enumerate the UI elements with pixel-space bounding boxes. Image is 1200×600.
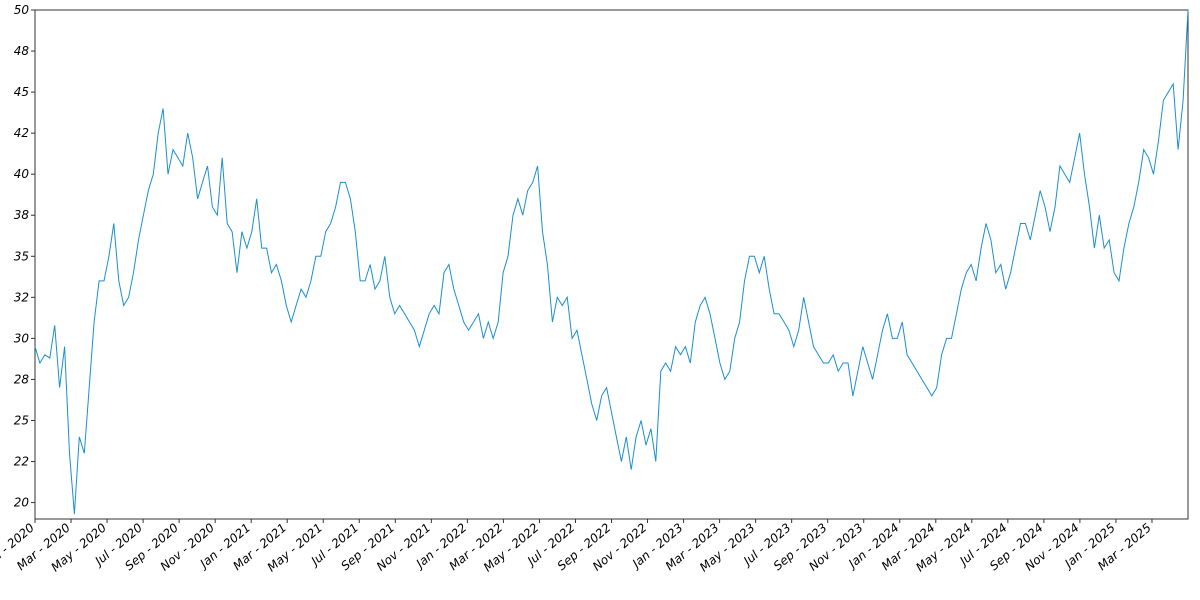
y-tick-label: 42: [14, 126, 29, 140]
y-tick-label: 35: [14, 249, 29, 263]
y-tick-label: 30: [14, 331, 30, 345]
plot-frame: [34, 9, 1189, 520]
data-line: [34, 9, 1189, 515]
y-tick-label: 28: [14, 372, 30, 386]
y-tick-label: 25: [14, 413, 29, 427]
y-tick-label: 40: [14, 167, 30, 181]
y-tick-label: 38: [14, 208, 30, 222]
y-tick-label: 48: [14, 44, 30, 58]
y-tick-label: 45: [14, 85, 29, 99]
y-tick-label: 22: [14, 455, 29, 469]
y-tick-label: 32: [14, 290, 29, 304]
y-tick-label: 20: [14, 496, 30, 510]
y-tick-label: 50: [14, 3, 30, 17]
